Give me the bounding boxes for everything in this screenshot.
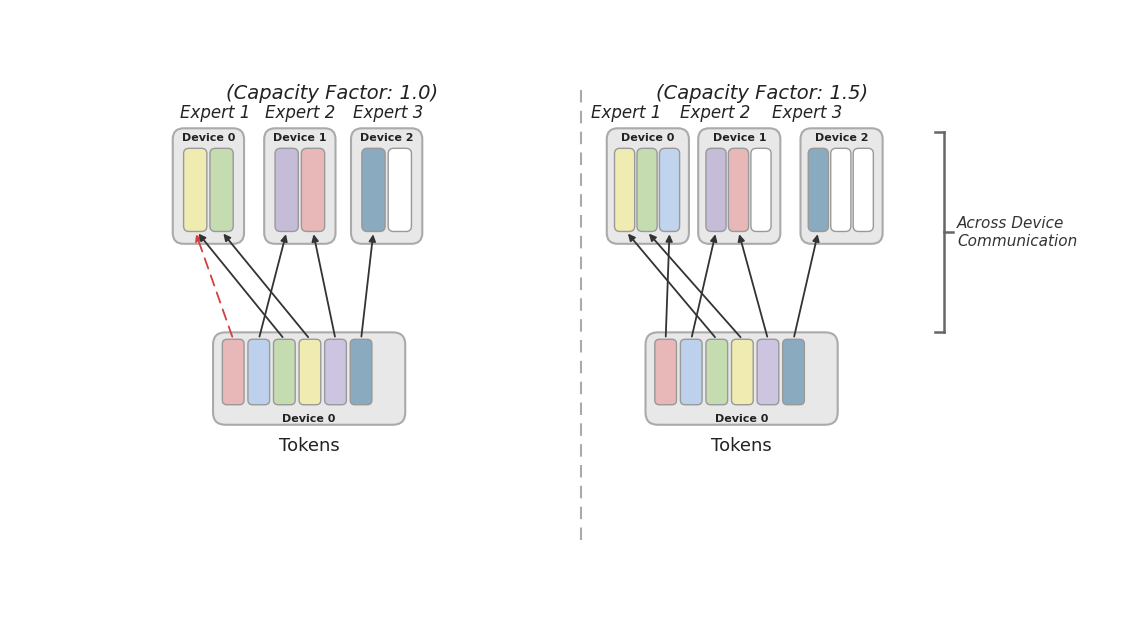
Text: Device 2: Device 2 <box>359 133 414 143</box>
Text: Device 2: Device 2 <box>815 133 869 143</box>
FancyBboxPatch shape <box>654 339 677 405</box>
Text: Across Device: Across Device <box>957 216 1065 231</box>
FancyBboxPatch shape <box>172 128 244 244</box>
Text: Expert 3: Expert 3 <box>353 104 423 122</box>
FancyBboxPatch shape <box>273 339 295 405</box>
Text: Device 0: Device 0 <box>282 414 336 424</box>
FancyBboxPatch shape <box>645 332 838 425</box>
Text: Expert 2: Expert 2 <box>265 104 336 122</box>
FancyBboxPatch shape <box>758 339 779 405</box>
Text: (Capacity Factor: 1.5): (Capacity Factor: 1.5) <box>655 84 868 103</box>
Text: (Capacity Factor: 1.0): (Capacity Factor: 1.0) <box>226 84 438 103</box>
FancyBboxPatch shape <box>731 339 753 405</box>
FancyBboxPatch shape <box>809 148 829 231</box>
FancyBboxPatch shape <box>264 128 336 244</box>
Text: Device 0: Device 0 <box>181 133 235 143</box>
FancyBboxPatch shape <box>276 148 298 231</box>
FancyBboxPatch shape <box>706 148 726 231</box>
Text: Tokens: Tokens <box>279 437 339 455</box>
Text: Expert 3: Expert 3 <box>771 104 841 122</box>
FancyBboxPatch shape <box>615 148 635 231</box>
FancyBboxPatch shape <box>302 148 324 231</box>
FancyBboxPatch shape <box>637 148 657 231</box>
FancyBboxPatch shape <box>607 128 688 244</box>
FancyBboxPatch shape <box>388 148 412 231</box>
FancyBboxPatch shape <box>362 148 386 231</box>
FancyBboxPatch shape <box>853 148 873 231</box>
FancyBboxPatch shape <box>699 128 780 244</box>
Text: Expert 1: Expert 1 <box>180 104 251 122</box>
FancyBboxPatch shape <box>782 339 804 405</box>
FancyBboxPatch shape <box>680 339 702 405</box>
Text: Tokens: Tokens <box>711 437 772 455</box>
FancyBboxPatch shape <box>213 332 405 425</box>
Text: Device 1: Device 1 <box>712 133 767 143</box>
Text: Communication: Communication <box>957 234 1077 249</box>
Text: Device 0: Device 0 <box>714 414 769 424</box>
Text: Device 0: Device 0 <box>621 133 675 143</box>
FancyBboxPatch shape <box>751 148 771 231</box>
FancyBboxPatch shape <box>210 148 234 231</box>
FancyBboxPatch shape <box>248 339 270 405</box>
FancyBboxPatch shape <box>222 339 244 405</box>
FancyBboxPatch shape <box>352 128 422 244</box>
FancyBboxPatch shape <box>728 148 748 231</box>
Text: Expert 2: Expert 2 <box>680 104 751 122</box>
Text: Expert 1: Expert 1 <box>591 104 661 122</box>
FancyBboxPatch shape <box>801 128 882 244</box>
FancyBboxPatch shape <box>324 339 346 405</box>
FancyBboxPatch shape <box>660 148 679 231</box>
FancyBboxPatch shape <box>706 339 728 405</box>
FancyBboxPatch shape <box>350 339 372 405</box>
FancyBboxPatch shape <box>831 148 850 231</box>
FancyBboxPatch shape <box>184 148 206 231</box>
Text: Device 1: Device 1 <box>273 133 327 143</box>
FancyBboxPatch shape <box>299 339 321 405</box>
